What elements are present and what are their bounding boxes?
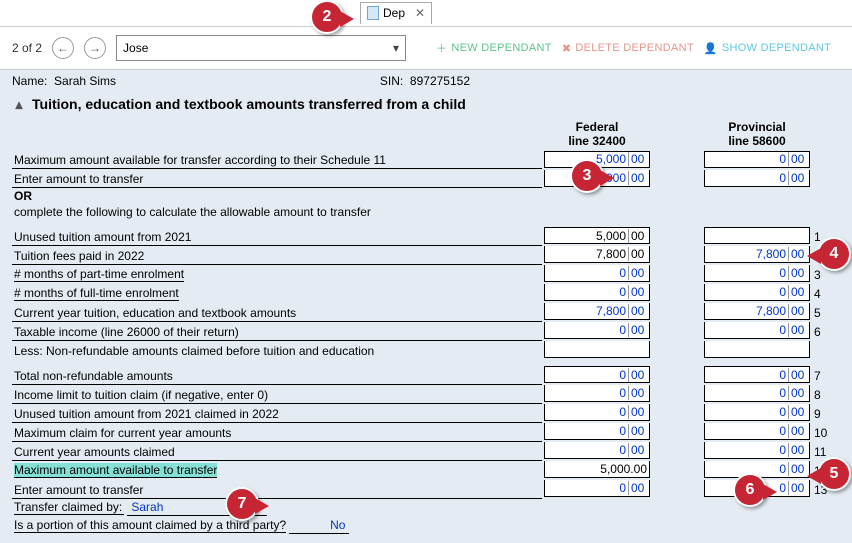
row-unused-cl: Unused tuition amount from 2021 claimed … xyxy=(12,403,840,422)
close-icon[interactable]: ✕ xyxy=(415,6,425,20)
prov-cell[interactable]: 000 xyxy=(704,322,810,339)
prov-cell[interactable]: 000 xyxy=(704,442,810,459)
row-enter1: Enter amount to transfer 5,00000 000 xyxy=(12,169,840,188)
prov-cell[interactable]: 000 xyxy=(704,366,810,383)
prov-cell[interactable]: 7,80000 xyxy=(704,303,810,320)
document-icon xyxy=(367,6,379,20)
new-dependant-button[interactable]: ＋ NEW DEPENDANT xyxy=(436,40,552,56)
fed-cell[interactable]: 000 xyxy=(544,385,650,402)
fed-cell[interactable]: 000 xyxy=(544,442,650,459)
prov-cell[interactable]: 000 xyxy=(704,385,810,402)
or-subtext: complete the following to calculate the … xyxy=(12,204,840,220)
row-claimed: Transfer claimed by: Sarah xyxy=(12,498,840,517)
toolbar: 2 of 2 ← → Jose ▾ ＋ NEW DEPENDANT ✖ DELE… xyxy=(0,26,852,70)
row-max-sched11: Maximum amount available for transfer ac… xyxy=(12,150,840,169)
callout-4: 4 xyxy=(817,237,851,271)
row-taxinc: Taxable income (line 26000 of their retu… xyxy=(12,321,840,340)
row-enter2: Enter amount to transfer 000 000 13 xyxy=(12,479,840,498)
callout-5: 5 xyxy=(817,457,851,491)
callout-6: 6 xyxy=(733,473,767,507)
prov-cell[interactable]: 7,80000 xyxy=(704,246,810,263)
prov-cell[interactable]: 000 xyxy=(704,151,810,168)
name-label: Name: Sarah Sims xyxy=(12,74,116,88)
column-headers: Federal line 32400 Provincial line 58600 xyxy=(12,120,840,150)
fed-cell[interactable]: 7,80000 xyxy=(544,246,650,263)
fed-cell[interactable]: 7,80000 xyxy=(544,303,650,320)
prov-cell[interactable]: 000 xyxy=(704,423,810,440)
calc-table: Federal line 32400 Provincial line 58600… xyxy=(12,120,840,535)
row-maxclaim: Maximum claim for current year amounts 0… xyxy=(12,422,840,441)
chevron-down-icon: ▾ xyxy=(393,41,399,55)
person-icon: 👤 xyxy=(704,42,718,55)
callout-7: 7 xyxy=(225,487,259,521)
info-row: Name: Sarah Sims SIN: 897275152 xyxy=(0,70,852,92)
tab-bar: Dep ✕ xyxy=(0,0,852,26)
fed-cell[interactable]: 000 xyxy=(544,480,650,497)
prov-cell[interactable]: 000 xyxy=(704,284,810,301)
row-unused: Unused tuition amount from 2021 5,00000 … xyxy=(12,226,840,245)
prov-cell[interactable] xyxy=(704,227,810,244)
section-tuition-transfer: ▴ Tuition, education and textbook amount… xyxy=(0,92,852,543)
row-maxavail: Maximum amount available to transfer 5,0… xyxy=(12,460,840,479)
prev-button[interactable]: ← xyxy=(52,37,74,59)
row-pt: # months of part-time enrolment 000 000 … xyxy=(12,264,840,283)
row-curclaim: Current year amounts claimed 000 000 11 xyxy=(12,441,840,460)
fed-cell[interactable] xyxy=(544,341,650,358)
fed-cell[interactable]: 000 xyxy=(544,265,650,282)
callout-2: 2 xyxy=(310,0,344,34)
prov-header: Provincial line 58600 xyxy=(702,120,812,150)
sin-label: SIN: 897275152 xyxy=(380,74,840,88)
or-label: OR xyxy=(12,188,840,205)
prov-cell[interactable] xyxy=(704,341,810,358)
fed-cell[interactable]: 000 xyxy=(544,423,650,440)
delete-dependant-button[interactable]: ✖ DELETE DEPENDANT xyxy=(562,42,694,55)
fed-cell[interactable]: 000 xyxy=(544,322,650,339)
page-indicator: 2 of 2 xyxy=(12,41,42,55)
fed-cell[interactable]: 000 xyxy=(544,366,650,383)
third-party-field[interactable]: No xyxy=(289,518,349,534)
row-current: Current year tuition, education and text… xyxy=(12,302,840,321)
fed-cell[interactable]: 5,000.00 xyxy=(544,461,650,478)
row-less: Less: Non-refundable amounts claimed bef… xyxy=(12,340,840,359)
next-button[interactable]: → xyxy=(84,37,106,59)
row-totnr: Total non-refundable amounts 000 000 7 xyxy=(12,365,840,384)
section-header: ▴ Tuition, education and textbook amount… xyxy=(12,92,840,120)
callout-3: 3 xyxy=(570,159,604,193)
plus-icon: ＋ xyxy=(436,40,447,56)
section-title: Tuition, education and textbook amounts … xyxy=(32,96,466,112)
fed-cell[interactable]: 000 xyxy=(544,404,650,421)
row-limit: Income limit to tuition claim (if negati… xyxy=(12,384,840,403)
collapse-icon[interactable]: ▴ xyxy=(12,97,26,111)
fed-header: Federal line 32400 xyxy=(542,120,652,150)
prov-cell[interactable]: 000 xyxy=(704,404,810,421)
tab-dep[interactable]: Dep ✕ xyxy=(360,2,432,24)
row-ft: # months of full-time enrolment 000 000 … xyxy=(12,283,840,302)
fed-cell[interactable]: 5,00000 xyxy=(544,227,650,244)
prov-cell[interactable]: 000 xyxy=(704,170,810,187)
show-dependant-button[interactable]: 👤 SHOW DEPENDANT xyxy=(704,42,831,55)
tab-label: Dep xyxy=(383,6,405,20)
row-third: Is a portion of this amount claimed by a… xyxy=(12,517,840,535)
dependant-select[interactable]: Jose ▾ xyxy=(116,35,406,61)
row-fees: Tuition fees paid in 2022 7,80000 7,8000… xyxy=(12,245,840,264)
fed-cell[interactable]: 000 xyxy=(544,284,650,301)
dependant-selected: Jose xyxy=(123,41,148,55)
prov-cell[interactable]: 000 xyxy=(704,265,810,282)
delete-icon: ✖ xyxy=(562,42,572,55)
